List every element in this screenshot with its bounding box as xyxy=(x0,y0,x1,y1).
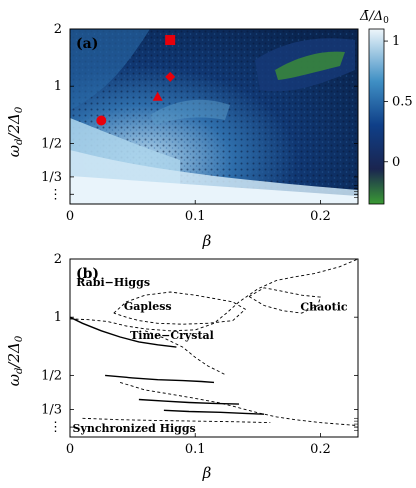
y-tick-label: ⋮ xyxy=(49,187,62,202)
phase-boundary-dashed xyxy=(144,330,227,376)
y-axis-label-b: ωd/2Δ0 xyxy=(5,335,25,386)
region-label: Synchronized Higgs xyxy=(73,422,196,435)
phase-boundary-solid xyxy=(163,409,265,415)
colorbar-tick-label: 1 xyxy=(392,34,400,49)
colorbar-tick-label: 0.5 xyxy=(392,94,413,109)
x-tick-label: 0 xyxy=(66,442,74,457)
axes-a: 0 0.1 0.2 2 1 1/2 1/3 ⋮ xyxy=(41,22,358,224)
phase-boundary-solid xyxy=(138,398,240,405)
x-axis-label-b: β xyxy=(202,464,212,482)
markers-a xyxy=(96,35,176,126)
phase-boundary-dashed xyxy=(119,381,359,427)
phase-boundary-dashed xyxy=(82,417,271,424)
y-tick-label: 1/3 xyxy=(41,402,62,417)
colorbar-tick-label: 0 xyxy=(392,155,400,170)
line-panel-b: (b) 0 0.1 0.2 2 1 1/2 1/3 ⋮ Rabi−Higgs Gapless Ch… xyxy=(5,252,359,482)
axes-b: 0 0.1 0.2 2 1 1/2 1/3 ⋮ xyxy=(41,252,358,457)
y-tick-label: ⋮ xyxy=(49,420,62,435)
diamond-marker xyxy=(165,71,176,82)
x-tick-label: 0.1 xyxy=(185,442,206,457)
region-label: Gapless xyxy=(124,300,172,313)
x-axis-label-a: β xyxy=(202,232,212,250)
boundary-lines-b xyxy=(69,258,359,427)
x-tick-label: 0.2 xyxy=(310,442,331,457)
region-label: Rabi−Higgs xyxy=(76,276,150,289)
y-tick-label: 2 xyxy=(54,22,62,37)
plot-frame-b xyxy=(69,258,359,438)
phase-boundary-dashed xyxy=(69,258,359,332)
y-axis-label-a: ωd/2Δ0 xyxy=(5,106,25,157)
triangle-marker xyxy=(152,91,163,101)
phase-boundary-dashed xyxy=(113,291,247,325)
y-tick-label: 1 xyxy=(54,310,62,325)
y-tick-label: 1/3 xyxy=(41,170,62,185)
x-tick-label: 0 xyxy=(66,209,74,224)
colorbar: Δ̄/Δ0 10.50 xyxy=(359,9,413,205)
plot-frame-a xyxy=(69,28,359,205)
x-tick-label: 0.1 xyxy=(185,209,206,224)
phase-boundary-dashed xyxy=(248,287,321,314)
circle-marker xyxy=(96,115,107,126)
x-tick-label: 0.2 xyxy=(310,209,331,224)
y-tick-label: 1 xyxy=(54,79,62,94)
panel-b-label: (b) xyxy=(76,266,99,282)
colorbar-gradient xyxy=(368,28,385,205)
y-tick-label: 1/2 xyxy=(41,136,62,151)
heatmap-image xyxy=(70,29,358,204)
y-tick-label: 1/2 xyxy=(41,368,62,383)
region-labels-b: Rabi−Higgs Gapless Chaotic Time−Crystal Sync… xyxy=(73,276,348,435)
region-label: Time−Crystal xyxy=(130,329,214,342)
phase-boundary-solid xyxy=(69,316,177,348)
y-tick-label: 2 xyxy=(54,252,62,267)
colorbar-ticks: 10.50 xyxy=(384,34,413,170)
phase-boundary-solid xyxy=(105,374,215,384)
square-marker xyxy=(165,35,176,46)
colorbar-label: Δ̄/Δ0 xyxy=(359,9,389,26)
region-label: Chaotic xyxy=(300,301,347,314)
panel-a-label: (a) xyxy=(76,36,98,52)
